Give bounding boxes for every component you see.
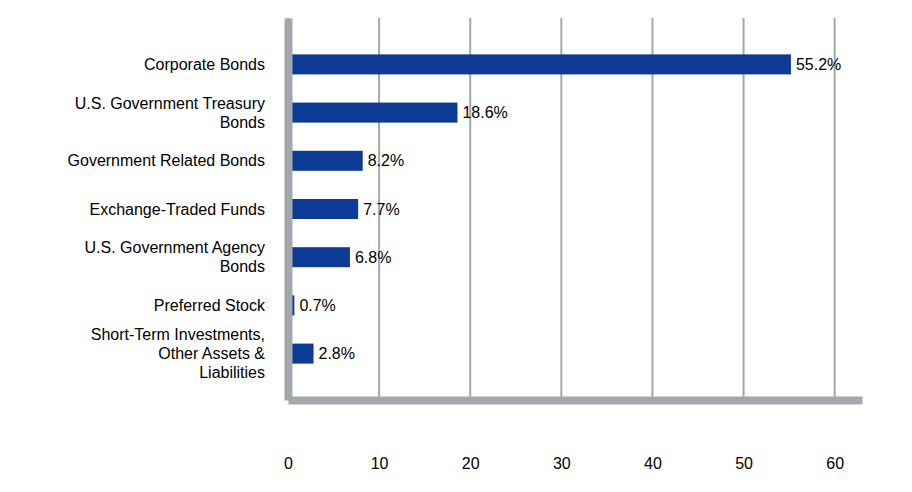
category-label: Government Related Bonds: [68, 152, 265, 169]
grid: [288, 18, 835, 400]
x-tick-label: 0: [284, 455, 293, 472]
category-label: Corporate Bonds: [144, 56, 265, 73]
bars: [288, 54, 791, 363]
category-label: Exchange-Traded Funds: [89, 201, 265, 218]
category-label-line: Exchange-Traded Funds: [89, 201, 265, 218]
y-tick: Exchange-Traded Funds: [89, 201, 265, 218]
bar: [288, 151, 363, 171]
x-tick-label: 40: [644, 455, 662, 472]
chart: 0 10 20 30 40 50 60 Corporate Bonds U.S. Governm…: [0, 0, 912, 492]
x-tick: 60: [826, 455, 844, 472]
x-tick-label: 20: [462, 455, 480, 472]
category-label-line: Bonds: [220, 114, 265, 131]
data-label: 2.8%: [319, 345, 355, 362]
bar: [288, 199, 358, 219]
x-tick: 50: [735, 455, 753, 472]
y-tick: Corporate Bonds: [144, 56, 265, 73]
x-tick-label: 10: [371, 455, 389, 472]
category-label-line: Short-Term Investments,: [91, 326, 265, 343]
data-label: 0.7%: [299, 297, 335, 314]
x-tick: 30: [553, 455, 571, 472]
category-label-line: Other Assets &: [158, 345, 265, 362]
bar: [288, 54, 791, 74]
data-labels: 55.2% 18.6% 8.2% 7.7% 6.8% 0.7% 2.8%: [299, 56, 841, 362]
grid-line: [651, 18, 653, 400]
category-label: U.S. Government Agency Bonds: [84, 239, 265, 275]
x-tick: 0: [284, 455, 293, 472]
category-label-line: U.S. Government Agency: [84, 239, 265, 256]
grid-line: [743, 18, 745, 400]
data-label: 55.2%: [796, 56, 841, 73]
category-label-line: Preferred Stock: [154, 297, 266, 314]
bar: [288, 103, 457, 123]
data-label: 8.2%: [368, 152, 404, 169]
grid-line: [560, 18, 562, 400]
y-tick: U.S. Government Agency Bonds: [84, 239, 265, 275]
grid-line: [287, 18, 289, 400]
category-label-line: U.S. Government Treasury: [75, 95, 265, 112]
x-axis: 0 10 20 30 40 50 60: [284, 401, 862, 473]
y-tick: Government Related Bonds: [68, 152, 265, 169]
y-tick: Preferred Stock: [154, 297, 266, 314]
category-label: U.S. Government Treasury Bonds: [75, 95, 265, 131]
category-label-line: Liabilities: [199, 364, 265, 381]
x-tick: 40: [644, 455, 662, 472]
x-tick-label: 50: [735, 455, 753, 472]
category-label: Short-Term Investments, Other Assets & Lia…: [91, 326, 266, 381]
data-label: 7.7%: [363, 201, 399, 218]
data-label: 18.6%: [462, 104, 507, 121]
y-axis-line: [285, 19, 293, 401]
data-label: 6.8%: [355, 249, 391, 266]
category-label: Preferred Stock: [154, 297, 266, 314]
x-tick-label: 60: [826, 455, 844, 472]
category-label-line: Corporate Bonds: [144, 56, 265, 73]
x-tick-label: 30: [553, 455, 571, 472]
y-tick: Short-Term Investments, Other Assets & Lia…: [91, 326, 266, 381]
grid-line: [469, 18, 471, 400]
y-axis: Corporate Bonds U.S. Government Treasury B…: [68, 19, 289, 401]
x-tick: 20: [462, 455, 480, 472]
grid-line: [834, 18, 836, 400]
category-label-line: Government Related Bonds: [68, 152, 265, 169]
category-label-line: Bonds: [220, 258, 265, 275]
y-tick: U.S. Government Treasury Bonds: [75, 95, 265, 131]
x-tick: 10: [371, 455, 389, 472]
x-axis-line: [289, 397, 863, 405]
bar: [288, 247, 350, 267]
